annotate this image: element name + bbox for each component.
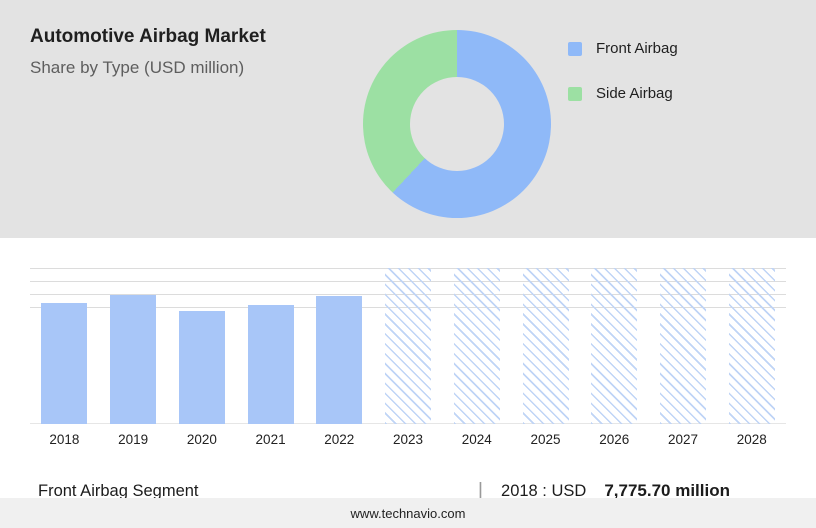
forecast-bar [385,268,432,424]
caption-row: Front Airbag Segment | 2018 : USD 7,775.… [0,474,816,508]
x-axis-label: 2021 [255,432,286,447]
bar-column [580,268,649,424]
legend-swatch-green [568,86,582,101]
bar-column [649,268,718,424]
website-strip: www.technavio.com [0,498,816,528]
bar-column [236,268,305,424]
donut-chart [363,30,551,218]
caption-separator: | [477,479,484,502]
page-subtitle: Share by Type (USD million) [30,58,245,77]
forecast-bar [728,268,775,424]
x-axis-label: 2018 [49,432,80,447]
value-bar [316,295,363,424]
x-axis-label: 2028 [736,432,767,447]
header-panel: Automotive Airbag Market Share by Type (… [0,0,816,238]
segment-label: Front Airbag Segment [38,481,199,500]
bar-column [374,268,443,424]
forecast-bar [591,268,638,424]
bar-column [717,268,786,424]
bar-columns [30,268,786,424]
x-axis-labels: 2018 2019 2020 2021 2022 2023 2024 2025 2026 2027… [30,432,786,447]
page-title: Automotive Airbag Market [30,26,266,47]
caption-value-prefix: 2018 : USD [501,481,587,500]
value-bar [41,302,88,424]
forecast-bar [453,268,500,424]
legend-swatch-blue [568,41,582,56]
legend-item-front-airbag: Front Airbag [568,40,678,57]
value-bar [110,294,157,424]
bar-column [99,268,168,424]
bar-column [442,268,511,424]
bar-column [30,268,99,424]
forecast-bar [659,268,706,424]
forecast-bar [522,268,569,424]
x-axis-label: 2022 [324,432,355,447]
value-bar [178,310,225,424]
caption-value-number: 7,775.70 million [604,481,730,500]
bar-chart-panel: 2018 2019 2020 2021 2022 2023 2024 2025 2026 2027… [0,238,816,528]
legend-label: Side Airbag [596,85,673,102]
x-axis-label: 2019 [118,432,149,447]
caption-value-group: | 2018 : USD 7,775.70 million [478,480,730,503]
value-bar [247,304,294,424]
x-axis-label: 2024 [461,432,492,447]
x-axis-label: 2026 [599,432,630,447]
bar-column [511,268,580,424]
x-axis-label: 2027 [667,432,698,447]
x-axis-label: 2025 [530,432,561,447]
x-axis-label: 2020 [186,432,217,447]
bar-column [305,268,374,424]
legend-label: Front Airbag [596,40,678,57]
bar-chart-plot [30,268,786,424]
x-axis-label: 2023 [393,432,424,447]
bar-column [167,268,236,424]
website-link: www.technavio.com [350,505,466,521]
donut-hole [410,77,504,171]
legend-item-side-airbag: Side Airbag [568,85,678,102]
chart-legend: Front Airbag Side Airbag [568,40,678,130]
